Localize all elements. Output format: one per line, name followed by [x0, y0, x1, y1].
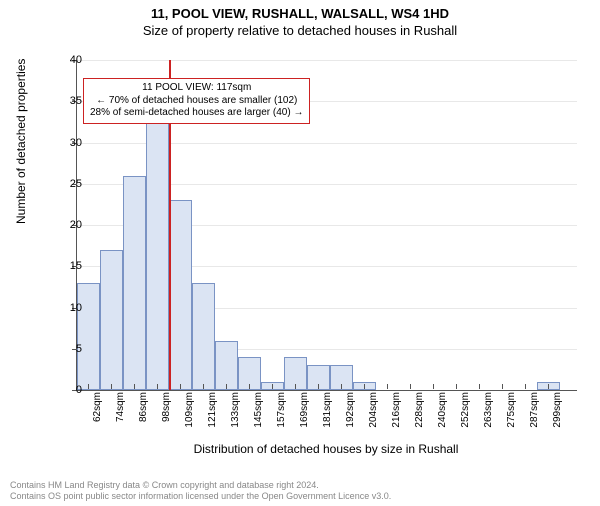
- xtick-label: 145sqm: [253, 392, 264, 438]
- xtick-label: 287sqm: [529, 392, 540, 438]
- chart-title: 11, POOL VIEW, RUSHALL, WALSALL, WS4 1HD: [0, 6, 600, 21]
- xtick-label: 252sqm: [460, 392, 471, 438]
- ytick-label: 10: [54, 302, 82, 314]
- xtick-mark: [134, 384, 135, 389]
- footer-attribution: Contains HM Land Registry data © Crown c…: [10, 480, 391, 503]
- annotation-line-3: 28% of semi-detached houses are larger (…: [90, 107, 303, 120]
- xtick-label: 228sqm: [414, 392, 425, 438]
- xtick-mark: [295, 384, 296, 389]
- xtick-mark: [479, 384, 480, 389]
- chart-subtitle: Size of property relative to detached ho…: [0, 23, 600, 38]
- xtick-mark: [364, 384, 365, 389]
- xtick-label: 74sqm: [115, 392, 126, 438]
- bar: [537, 382, 560, 390]
- xtick-mark: [272, 384, 273, 389]
- xtick-mark: [456, 384, 457, 389]
- annotation-box: 11 POOL VIEW: 117sqm ← 70% of detached h…: [83, 78, 310, 124]
- annotation-line-1: 11 POOL VIEW: 117sqm: [90, 82, 303, 95]
- xtick-label: 299sqm: [552, 392, 563, 438]
- ytick-label: 35: [54, 95, 82, 107]
- bar: [284, 357, 307, 390]
- bar: [77, 283, 100, 390]
- xtick-label: 204sqm: [368, 392, 379, 438]
- xtick-mark: [410, 384, 411, 389]
- xtick-mark: [157, 384, 158, 389]
- xtick-label: 216sqm: [391, 392, 402, 438]
- xtick-label: 169sqm: [299, 392, 310, 438]
- plot-area: 11 POOL VIEW: 117sqm ← 70% of detached h…: [76, 60, 577, 391]
- xtick-mark: [180, 384, 181, 389]
- ytick-label: 0: [54, 384, 82, 396]
- xtick-mark: [88, 384, 89, 389]
- xtick-mark: [203, 384, 204, 389]
- bar: [353, 382, 376, 390]
- xtick-label: 62sqm: [92, 392, 103, 438]
- annotation-line-2: ← 70% of detached houses are smaller (10…: [90, 95, 303, 108]
- footer-line-2: Contains OS point public sector informat…: [10, 491, 391, 502]
- xtick-mark: [548, 384, 549, 389]
- xtick-mark: [341, 384, 342, 389]
- xtick-label: 98sqm: [161, 392, 172, 438]
- xtick-mark: [226, 384, 227, 389]
- x-axis-label: Distribution of detached houses by size …: [76, 442, 576, 456]
- bar: [261, 382, 284, 390]
- xtick-label: 240sqm: [437, 392, 448, 438]
- xtick-label: 263sqm: [483, 392, 494, 438]
- gridline-h: [77, 60, 577, 61]
- xtick-label: 181sqm: [322, 392, 333, 438]
- ytick-label: 5: [54, 343, 82, 355]
- ytick-label: 25: [54, 178, 82, 190]
- footer-line-1: Contains HM Land Registry data © Crown c…: [10, 480, 391, 491]
- bar: [123, 176, 146, 391]
- bar: [100, 250, 123, 390]
- xtick-mark: [318, 384, 319, 389]
- xtick-label: 86sqm: [138, 392, 149, 438]
- xtick-mark: [502, 384, 503, 389]
- xtick-mark: [387, 384, 388, 389]
- xtick-mark: [249, 384, 250, 389]
- bar: [192, 283, 215, 390]
- bar: [238, 357, 261, 390]
- xtick-label: 157sqm: [276, 392, 287, 438]
- xtick-mark: [433, 384, 434, 389]
- xtick-label: 109sqm: [184, 392, 195, 438]
- bar: [307, 365, 330, 390]
- chart-container: Number of detached properties 11 POOL VI…: [28, 54, 588, 434]
- xtick-mark: [111, 384, 112, 389]
- xtick-label: 133sqm: [230, 392, 241, 438]
- bar: [330, 365, 353, 390]
- bar: [169, 200, 192, 390]
- bar: [215, 341, 238, 391]
- ytick-label: 15: [54, 260, 82, 272]
- bar: [146, 118, 169, 390]
- ytick-label: 30: [54, 137, 82, 149]
- xtick-mark: [525, 384, 526, 389]
- y-axis-label: Number of detached properties: [14, 59, 28, 224]
- xtick-label: 275sqm: [506, 392, 517, 438]
- ytick-label: 20: [54, 219, 82, 231]
- ytick-label: 40: [54, 54, 82, 66]
- xtick-label: 192sqm: [345, 392, 356, 438]
- xtick-label: 121sqm: [207, 392, 218, 438]
